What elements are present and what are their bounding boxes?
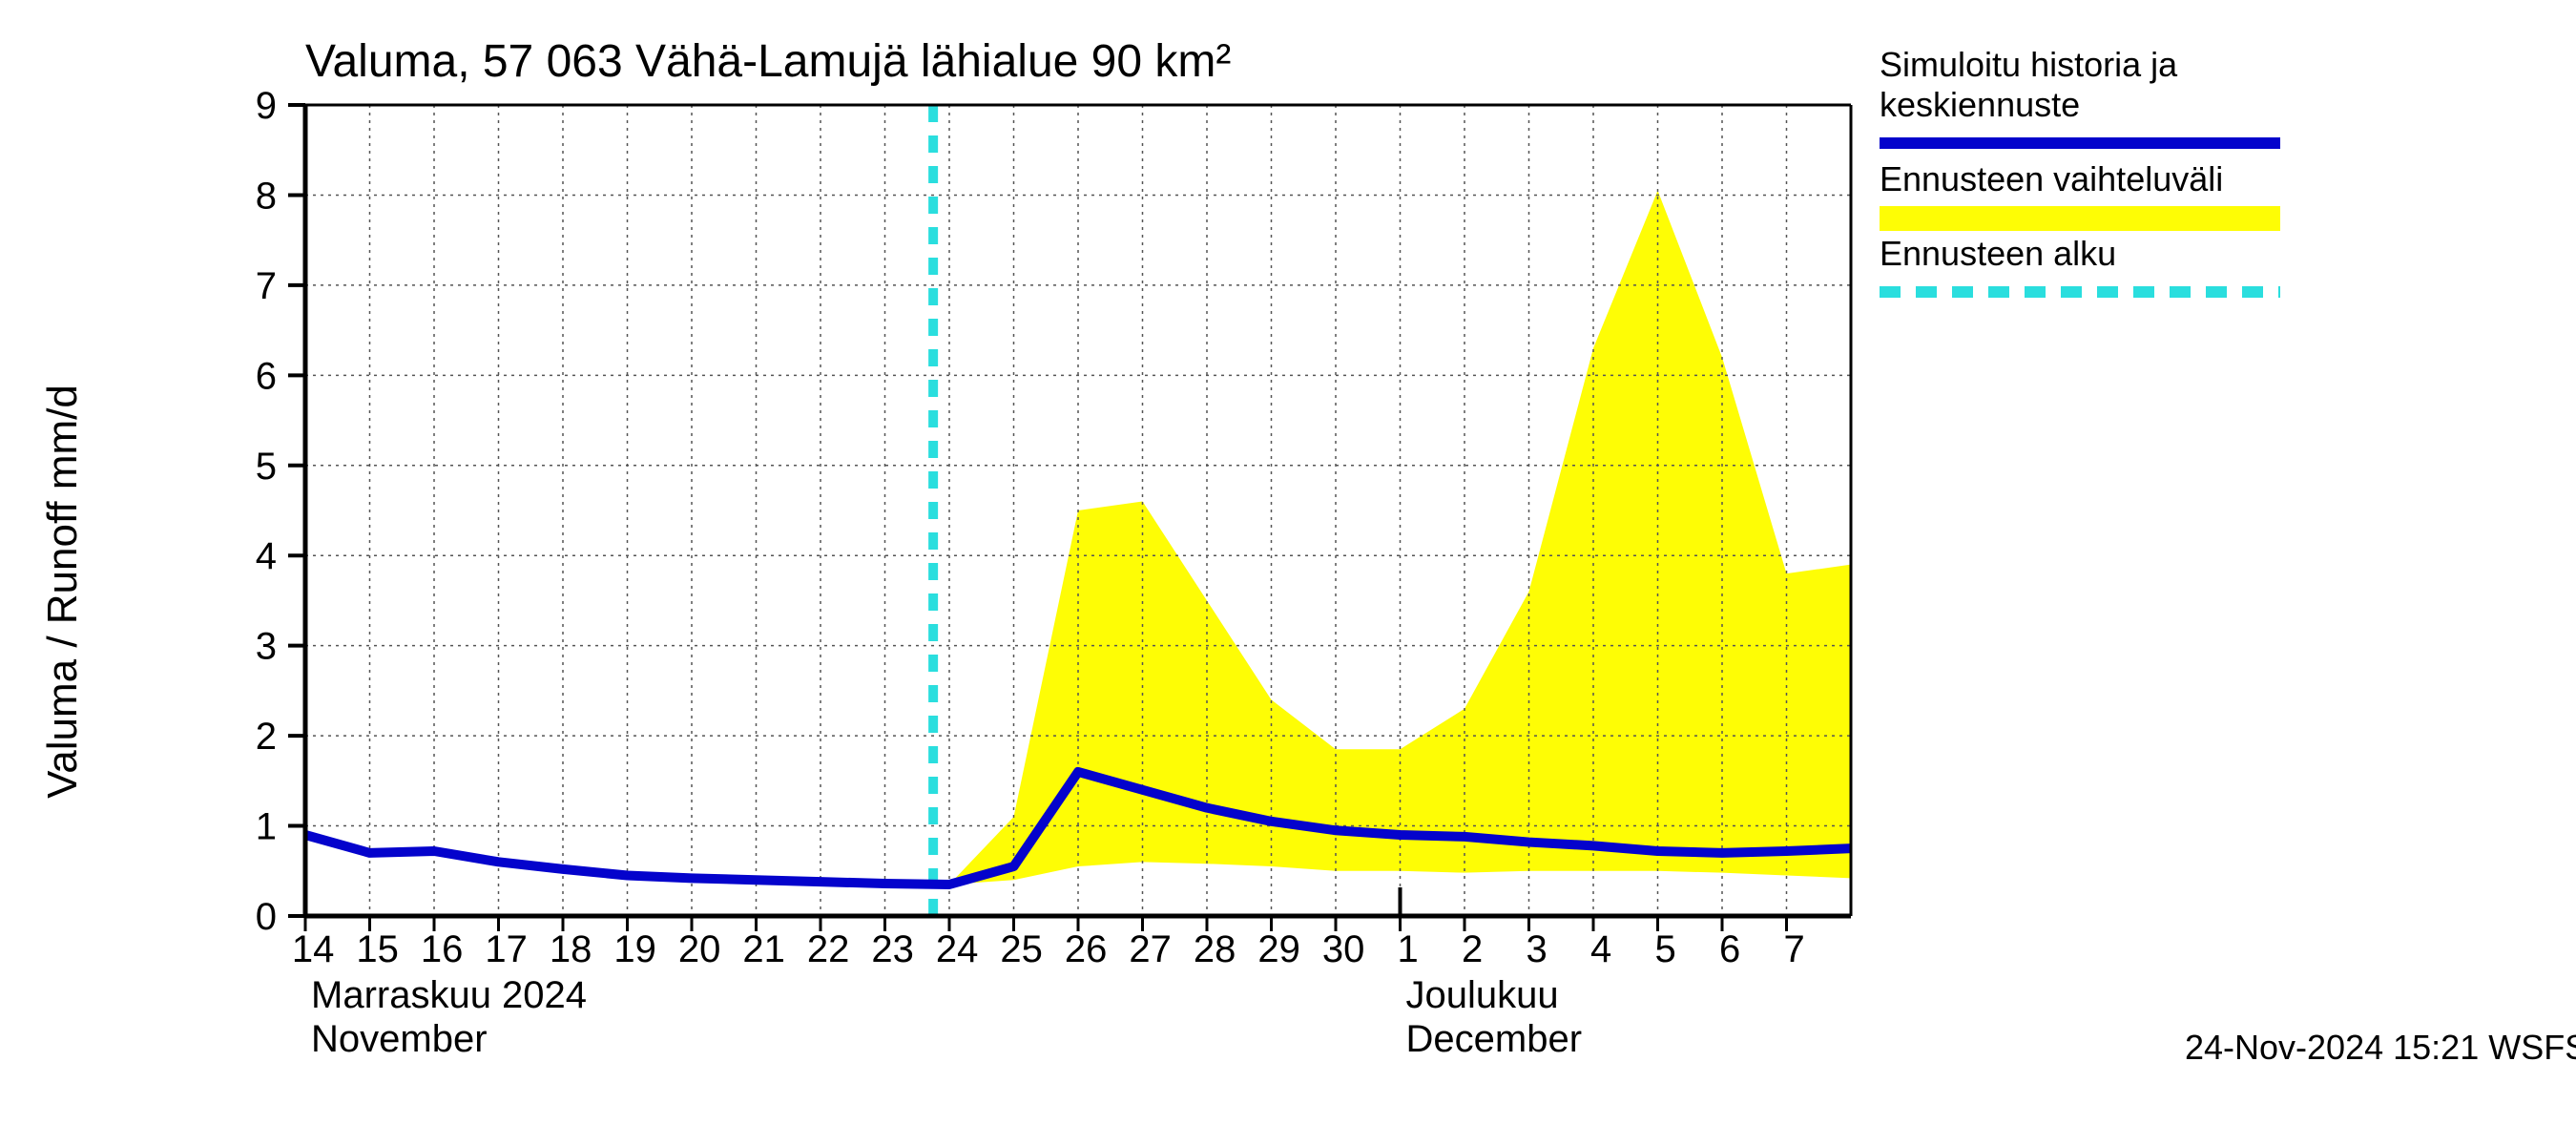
ytick-label: 6	[256, 355, 277, 397]
xtick-label: 30	[1322, 928, 1365, 970]
ytick-label: 0	[256, 896, 277, 938]
xtick-label: 28	[1194, 928, 1236, 970]
xtick-label: 3	[1526, 928, 1547, 970]
xtick-label: 18	[550, 928, 592, 970]
ytick-label: 8	[256, 175, 277, 217]
xtick-label: 14	[292, 928, 335, 970]
xtick-label: 6	[1719, 928, 1740, 970]
xtick-label: 23	[871, 928, 914, 970]
xtick-label: 2	[1462, 928, 1483, 970]
xtick-label: 5	[1654, 928, 1675, 970]
ytick-label: 7	[256, 265, 277, 307]
ytick-label: 4	[256, 535, 277, 577]
legend-label: Ennusteen alku	[1880, 234, 2116, 273]
xtick-label: 4	[1590, 928, 1611, 970]
xtick-label: 15	[356, 928, 399, 970]
legend: Simuloitu historia jakeskiennuste Ennuste…	[1880, 45, 2280, 292]
xtick-label: 27	[1129, 928, 1172, 970]
ytick-label: 2	[256, 716, 277, 758]
footer-timestamp: 24-Nov-2024 15:21 WSFS-O	[2185, 1028, 2576, 1067]
xtick-label: 19	[613, 928, 656, 970]
xtick-label: 21	[742, 928, 785, 970]
month-label: Marraskuu 2024	[311, 974, 587, 1016]
y-axis-label: Valuma / Runoff mm/d	[39, 385, 86, 799]
xtick-label: 1	[1397, 928, 1418, 970]
ytick-label: 3	[256, 626, 277, 668]
ytick-label: 1	[256, 806, 277, 848]
xtick-label: 24	[936, 928, 979, 970]
legend-label: Ennusteen vaihteluväli	[1880, 159, 2223, 198]
ytick-label: 9	[256, 85, 277, 127]
forecast-band	[949, 191, 1851, 885]
month-label: Joulukuu	[1406, 974, 1559, 1016]
legend-label: Simuloitu historia ja	[1880, 45, 2178, 84]
xtick-label: 29	[1257, 928, 1300, 970]
xtick-label: 22	[807, 928, 850, 970]
legend-swatch-rect	[1880, 206, 2280, 231]
xtick-label: 26	[1065, 928, 1108, 970]
ytick-label: 5	[256, 446, 277, 488]
xtick-label: 16	[421, 928, 464, 970]
chart-title: Valuma, 57 063 Vähä-Lamujä lähialue 90 k…	[305, 36, 1231, 87]
month-label-en: December	[1406, 1018, 1583, 1060]
xtick-label: 25	[1000, 928, 1043, 970]
plot-area: 0123456789141516171819202122232425262728…	[256, 85, 1851, 1060]
xtick-label: 17	[485, 928, 528, 970]
legend-label: keskiennuste	[1880, 85, 2080, 124]
xtick-label: 7	[1783, 928, 1804, 970]
month-label-en: November	[311, 1018, 488, 1060]
runoff-chart: Valuma, 57 063 Vähä-Lamujä lähialue 90 k…	[0, 0, 2576, 1145]
xtick-label: 20	[678, 928, 721, 970]
